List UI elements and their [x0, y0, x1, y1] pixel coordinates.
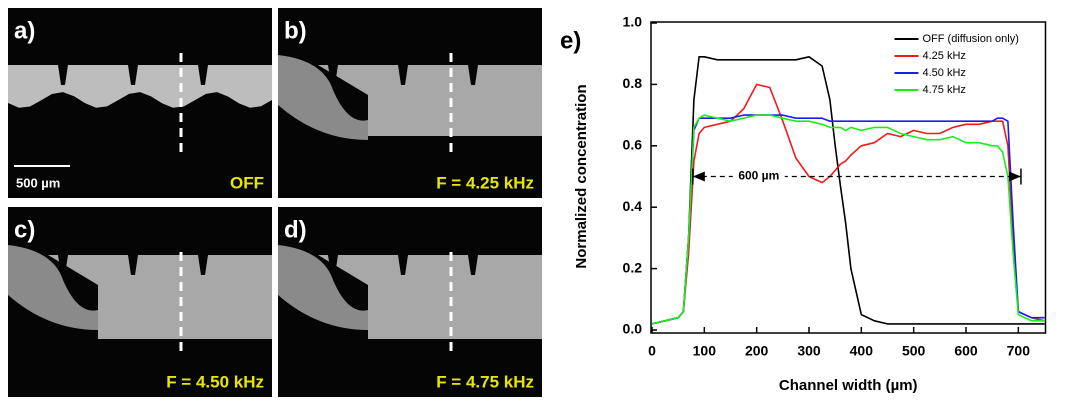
vortex [278, 55, 368, 140]
annotation-bg [732, 167, 785, 186]
channel [48, 255, 272, 339]
y-tick-label: 0.2 [623, 259, 643, 275]
panel-caption: OFF [230, 173, 264, 192]
scale-bar-label: 500 µm [16, 175, 60, 190]
micrograph [8, 8, 272, 198]
panel-label: a) [14, 17, 35, 44]
panel-label: b) [284, 17, 307, 44]
y-tick-label: 0.4 [623, 198, 643, 214]
x-tick-label: 400 [850, 343, 874, 359]
series-line [651, 114, 1045, 325]
x-tick-label: 500 [902, 343, 926, 359]
x-tick-label: 300 [797, 343, 821, 359]
notch [198, 255, 208, 275]
notch [398, 255, 408, 275]
vortex [8, 245, 98, 330]
panel-label: c) [14, 216, 35, 243]
x-tick-label: 200 [745, 343, 769, 359]
notch [328, 65, 338, 85]
channel [318, 255, 542, 339]
x-tick-label: 600 [954, 343, 978, 359]
notch [328, 255, 338, 275]
panel-label: d) [284, 216, 307, 243]
legend-label: 4.75 kHz [923, 84, 966, 96]
notch [468, 255, 478, 275]
panel-label: e) [560, 27, 581, 54]
annotation: 600 µm [738, 169, 779, 183]
x-tick-label: 700 [1007, 343, 1031, 359]
notch [58, 65, 68, 85]
legend-label: 4.25 kHz [923, 50, 966, 62]
x-tick-label: 100 [693, 343, 717, 359]
vortex [278, 245, 368, 330]
notch [198, 65, 208, 85]
panel-caption: F = 4.25 kHz [436, 173, 534, 192]
plot-frame [650, 21, 1047, 334]
notch [128, 255, 138, 275]
panel-caption: F = 4.50 kHz [166, 372, 264, 391]
legend-label: 4.50 kHz [923, 67, 966, 79]
notch [468, 65, 478, 85]
arrow-head [692, 171, 705, 182]
arrow-head [1008, 171, 1021, 182]
channel [318, 65, 542, 136]
series-line [651, 83, 1045, 325]
series-line [651, 114, 1045, 325]
x-axis-label: Channel width (µm) [779, 377, 918, 394]
y-tick-label: 0.8 [623, 75, 643, 91]
y-tick-label: 0.6 [623, 137, 643, 153]
notch [128, 65, 138, 85]
notch [398, 65, 408, 85]
legend-label: OFF (diffusion only) [923, 33, 1019, 45]
y-tick-label: 1.0 [623, 14, 643, 30]
y-axis-label: Normalized concentration [573, 84, 590, 268]
y-tick-label: 0.0 [623, 321, 643, 337]
x-tick-label: 0 [648, 343, 656, 359]
panel-caption: F = 4.75 kHz [436, 372, 534, 391]
series-line [651, 56, 1045, 325]
notch [58, 255, 68, 275]
